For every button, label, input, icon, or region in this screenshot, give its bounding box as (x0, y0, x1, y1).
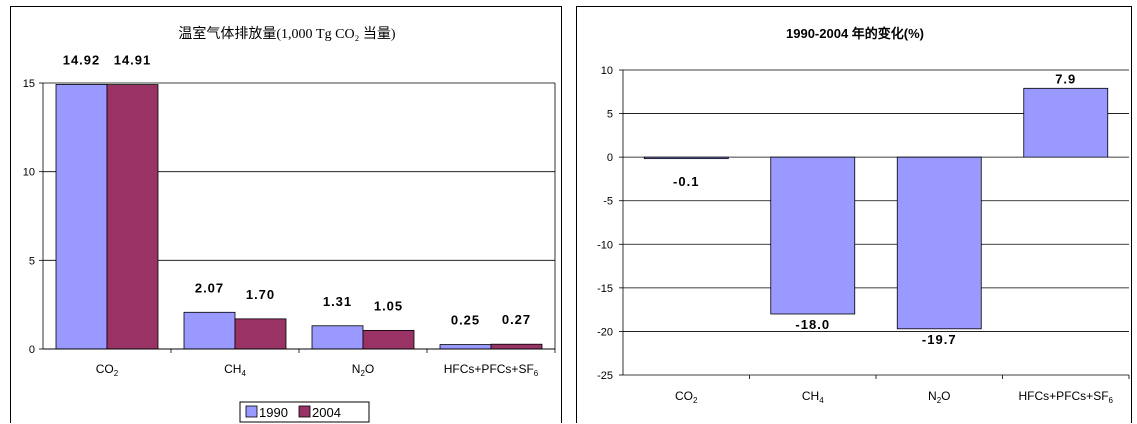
y-tick-label: -10 (597, 239, 613, 251)
legend-swatch-2004 (298, 405, 311, 418)
change-chart: 1990-2004 年的变化(%) 10 5 0 -5 -10 -15 -20 -25 CO2… (597, 26, 1130, 405)
data-label: 0.27 (502, 312, 531, 327)
data-label: 7.9 (1055, 71, 1076, 86)
data-label: 2.07 (195, 280, 224, 295)
bar-co (643, 156, 729, 160)
y-tick-label: -15 (597, 283, 613, 295)
bar-ch (770, 156, 856, 315)
data-label: -0.1 (673, 174, 699, 189)
y-tick-label: -25 (597, 370, 613, 382)
data-label: -19.7 (922, 332, 957, 347)
x-category-label: HFCs+PFCs+SF6 (1019, 389, 1114, 405)
x-category-label: N2O (928, 389, 950, 405)
data-label: 1.70 (246, 287, 275, 302)
legend: 1990 2004 (239, 401, 370, 423)
data-label: 14.91 (114, 53, 152, 68)
y-tick-label: 0 (29, 344, 35, 356)
emissions-chart-panel: 温室气体排放量(1,000 Tg CO₂ 当量) 0 5 10 15 CO2 CH4 N2… (10, 6, 562, 423)
data-label: 14.92 (63, 52, 101, 67)
y-tick-label: 15 (23, 78, 35, 90)
change-chart-panel: 1990-2004 年的变化(%) 10 5 0 -5 -10 -15 -20 -25 CO2… (576, 6, 1132, 423)
bar-2004-n-o (362, 329, 415, 350)
legend-label-1990: 1990 (259, 405, 288, 420)
data-label: 1.31 (323, 294, 352, 309)
y-tick-label: 0 (607, 152, 613, 164)
bar-1990-hfcs-pfcs-sf (439, 344, 492, 350)
bar-hfcs-pfcs-sf (1023, 87, 1109, 158)
x-category-label: HFCs+PFCs+SF6 (444, 362, 539, 378)
y-tick-label: 5 (29, 255, 35, 267)
bar-1990-co (55, 84, 108, 350)
data-label: 1.05 (374, 298, 403, 313)
x-category-label: CH4 (802, 389, 824, 405)
y-tick-label: 5 (607, 109, 613, 121)
bar-2004-hfcs-pfcs-sf (490, 343, 543, 350)
y-tick-label: 10 (23, 167, 35, 179)
legend-label-2004: 2004 (312, 405, 341, 420)
y-tick-label: -20 (597, 326, 613, 338)
x-category-label: N2O (352, 362, 374, 378)
x-category-label: CO2 (96, 362, 119, 378)
chart-title: 温室气体排放量(1,000 Tg CO₂ 当量) (178, 25, 396, 42)
bar-2004-co (106, 84, 159, 350)
emissions-chart: 温室气体排放量(1,000 Tg CO₂ 当量) 0 5 10 15 CO2 CH4 N2… (23, 25, 556, 423)
bar-1990-n-o (311, 325, 364, 350)
bar-1990-ch (183, 311, 236, 350)
x-category-label: CO2 (675, 389, 698, 405)
x-category-label: CH4 (224, 362, 246, 378)
bar-2004-ch (234, 318, 287, 350)
bar-n-o (896, 156, 982, 330)
data-label: 0.25 (451, 313, 480, 328)
y-tick-label: -5 (603, 196, 613, 208)
data-label: -18.0 (795, 317, 830, 332)
chart-title: 1990-2004 年的变化(%) (786, 26, 924, 41)
legend-swatch-1990 (245, 405, 258, 418)
y-tick-label: 10 (601, 65, 613, 77)
